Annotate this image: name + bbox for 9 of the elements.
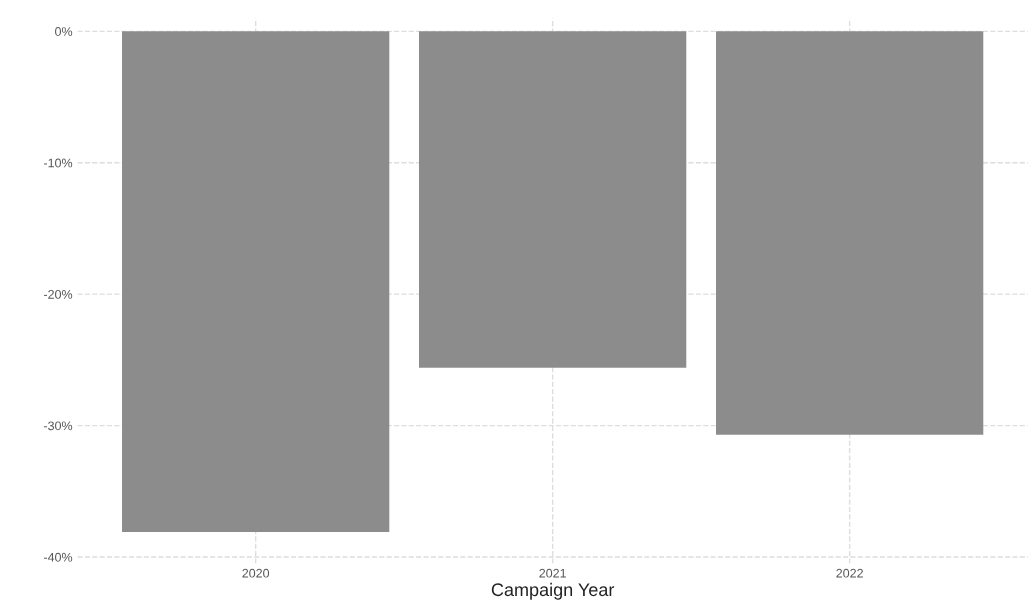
y-tick-label: -10% <box>43 158 73 168</box>
y-tick-label: 0% <box>55 27 73 36</box>
x-tick-label: 2020 <box>242 568 270 578</box>
y-tick-label: -40% <box>43 552 73 562</box>
y-tick-label: -20% <box>43 289 73 299</box>
x-axis-title: Campaign Year <box>491 582 615 600</box>
x-tick-label: 2022 <box>836 568 863 578</box>
y-tick-label: -30% <box>43 421 73 431</box>
x-tick-label: 2021 <box>539 568 566 578</box>
